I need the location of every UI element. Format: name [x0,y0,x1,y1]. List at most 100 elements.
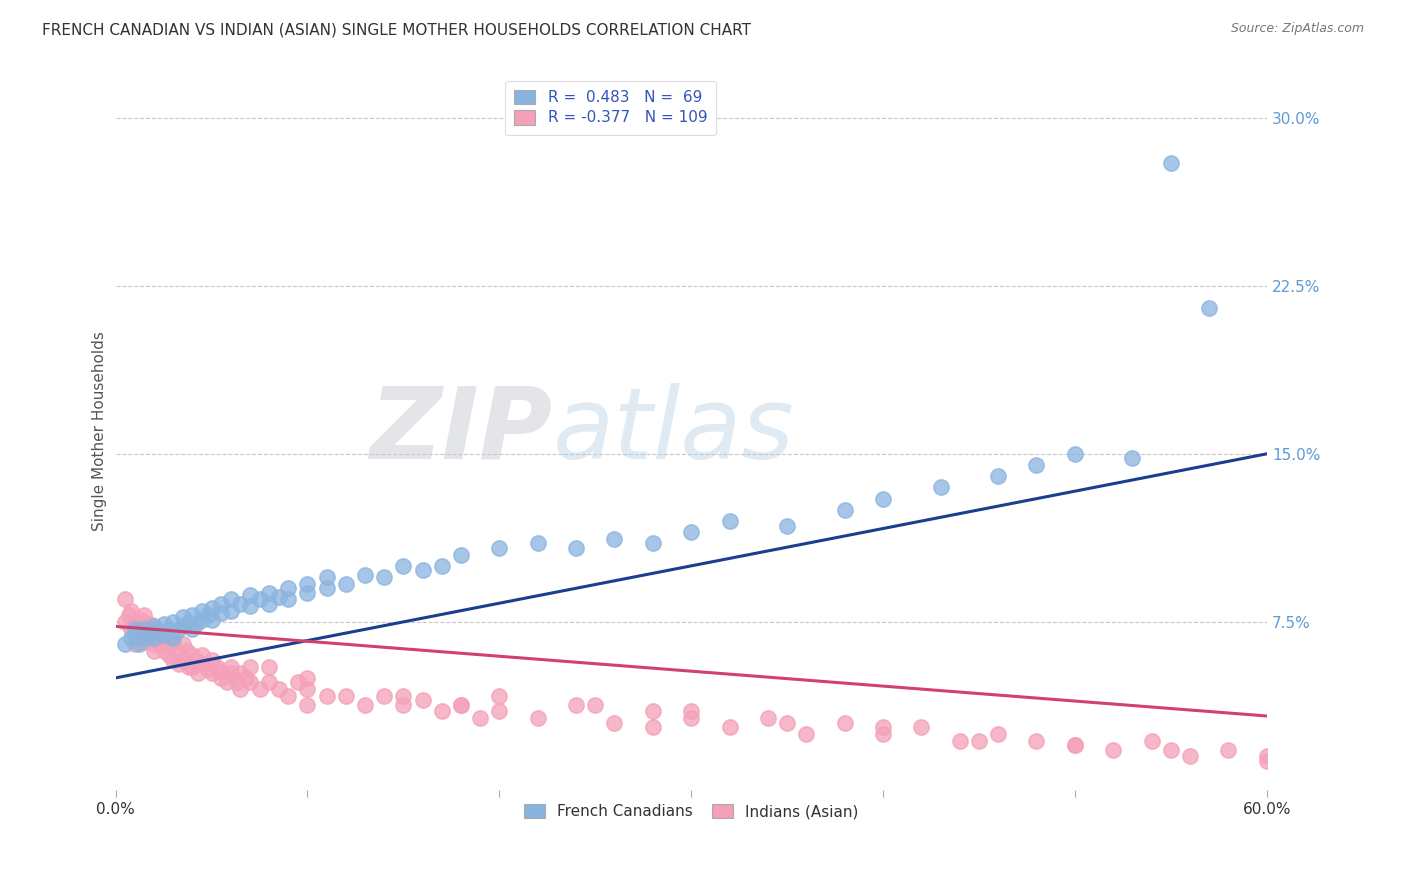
Point [139,626,162,640]
Point [209,664,232,678]
Point [166,624,188,638]
Point [583,698,606,712]
Point [146,635,169,649]
Point [200,666,222,681]
Point [315,689,337,703]
Point [181,622,204,636]
Point [430,705,453,719]
Point [235,671,257,685]
Point [249,682,271,697]
Point [949,733,972,747]
Point [120,622,142,636]
Point [239,675,262,690]
Point [118,608,141,623]
Point [354,567,377,582]
Point [146,626,169,640]
Point [910,720,932,734]
Text: FRENCH CANADIAN VS INDIAN (ASIAN) SINGLE MOTHER HOUSEHOLDS CORRELATION CHART: FRENCH CANADIAN VS INDIAN (ASIAN) SINGLE… [42,22,751,37]
Point [526,536,548,550]
Point [200,601,222,615]
Point [488,541,510,555]
Point [257,659,280,673]
Point [392,558,415,573]
Point [136,626,159,640]
Point [1063,447,1085,461]
Point [114,637,136,651]
Point [134,631,156,645]
Point [297,682,319,697]
Point [124,626,146,640]
Point [267,591,290,605]
Point [450,698,472,712]
Point [488,689,510,703]
Point [124,626,146,640]
Point [191,648,214,663]
Point [1102,742,1125,756]
Point [392,689,415,703]
Point [177,615,200,629]
Point [191,604,214,618]
Point [794,727,817,741]
Point [756,711,779,725]
Point [872,720,894,734]
Point [162,631,184,645]
Point [172,619,194,633]
Point [373,689,395,703]
Point [200,653,222,667]
Point [229,666,252,681]
Point [1025,458,1047,472]
Point [354,698,377,712]
Point [277,581,299,595]
Point [177,659,200,673]
Point [197,662,219,676]
Point [219,592,242,607]
Point [162,615,184,629]
Point [229,597,252,611]
Point [186,617,208,632]
Point [152,628,174,642]
Point [987,469,1010,483]
Point [187,666,209,681]
Point [776,518,799,533]
Point [257,586,280,600]
Point [207,659,229,673]
Text: ZIP: ZIP [370,383,553,480]
Point [139,631,162,645]
Point [191,613,214,627]
Point [468,711,491,725]
Point [373,570,395,584]
Point [128,619,150,633]
Point [872,491,894,506]
Point [156,635,179,649]
Point [172,653,194,667]
Point [1140,733,1163,747]
Point [641,720,664,734]
Point [134,622,156,636]
Point [1178,749,1201,764]
Point [114,615,136,629]
Point [143,619,166,633]
Point [565,541,588,555]
Point [1256,749,1278,764]
Point [197,608,219,623]
Point [297,671,319,685]
Point [1025,733,1047,747]
Point [297,576,319,591]
Point [143,622,166,636]
Point [162,653,184,667]
Point [297,698,319,712]
Point [129,613,152,627]
Point [229,682,252,697]
Point [641,536,664,550]
Point [191,657,214,672]
Point [1063,738,1085,752]
Point [249,592,271,607]
Point [186,653,208,667]
Point [929,480,952,494]
Point [128,637,150,651]
Point [681,711,703,725]
Point [1063,738,1085,752]
Point [603,532,626,546]
Point [143,637,166,651]
Point [134,622,156,636]
